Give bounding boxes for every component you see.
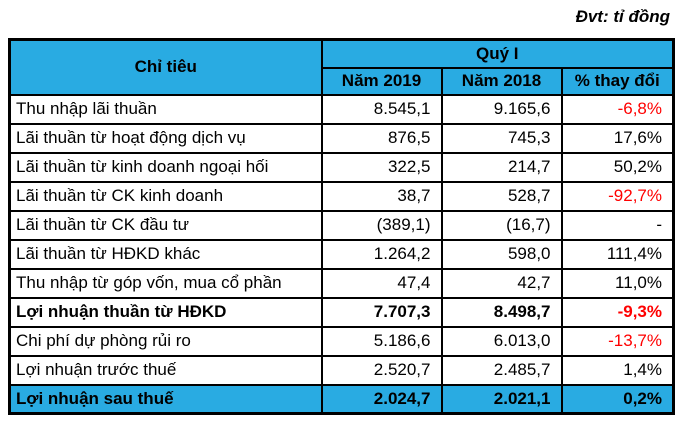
table-row: Lãi thuần từ kinh doanh ngoại hối 322,5 … [8,151,675,183]
column-header-nam-2018: Năm 2018 [440,66,563,96]
value-2018: 528,7 [440,180,563,212]
unit-note: Đvt: tỉ đồng [575,7,670,26]
row-label: Lãi thuần từ kinh doanh ngoại hối [8,151,323,183]
value-change: 0,2% [560,383,675,415]
value-2018: (16,7) [440,209,563,241]
row-label: Chi phí dự phòng rủi ro [8,325,323,357]
value-2018: 598,0 [440,238,563,270]
table-row: Lãi thuần từ hoạt động dịch vụ 876,5 745… [8,122,675,154]
table-row-subtotal: Lợi nhuận thuần từ HĐKD 7.707,3 8.498,7 … [8,296,675,328]
value-2019: (389,1) [320,209,443,241]
row-label: Lãi thuần từ CK kinh doanh [8,180,323,212]
value-2019: 8.545,1 [320,93,443,125]
value-2019: 322,5 [320,151,443,183]
column-header-nam-2019: Năm 2019 [320,66,443,96]
value-change: -6,8% [560,93,675,125]
column-header-thay-doi: % thay đổi [560,66,675,96]
value-2019: 5.186,6 [320,325,443,357]
row-label: Lợi nhuận thuần từ HĐKD [8,296,323,328]
table-row: Lãi thuần từ CK kinh doanh 38,7 528,7 -9… [8,180,675,212]
value-change: -9,3% [560,296,675,328]
financial-table: Chỉ tiêu Quý I Năm 2019 Năm 2018 % thay … [8,38,675,415]
value-change: 17,6% [560,122,675,154]
row-label: Thu nhập lãi thuần [8,93,323,125]
value-change: - [560,209,675,241]
value-change: -92,7% [560,180,675,212]
table-header: Chỉ tiêu Quý I Năm 2019 Năm 2018 % thay … [8,38,675,96]
value-2018: 2.021,1 [440,383,563,415]
value-2019: 2.520,7 [320,354,443,386]
value-2018: 2.485,7 [440,354,563,386]
row-label: Lợi nhuận sau thuế [8,383,323,415]
value-2019: 47,4 [320,267,443,299]
column-group-quy-1: Quý I [320,38,675,69]
table-row: Thu nhập từ góp vốn, mua cổ phần 47,4 42… [8,267,675,299]
value-2018: 6.013,0 [440,325,563,357]
value-2018: 214,7 [440,151,563,183]
value-2019: 1.264,2 [320,238,443,270]
table-row: Thu nhập lãi thuần 8.545,1 9.165,6 -6,8% [8,93,675,125]
table-row: Lãi thuần từ CK đầu tư (389,1) (16,7) - [8,209,675,241]
table-row: Lãi thuần từ HĐKD khác 1.264,2 598,0 111… [8,238,675,270]
value-2019: 7.707,3 [320,296,443,328]
table-row: Chi phí dự phòng rủi ro 5.186,6 6.013,0 … [8,325,675,357]
table-row: Lợi nhuận trước thuế 2.520,7 2.485,7 1,4… [8,354,675,386]
value-2019: 38,7 [320,180,443,212]
value-change: 50,2% [560,151,675,183]
table-row-total: Lợi nhuận sau thuế 2.024,7 2.021,1 0,2% [8,383,675,415]
value-change: 11,0% [560,267,675,299]
row-label: Lãi thuần từ HĐKD khác [8,238,323,270]
column-header-chi-tieu: Chỉ tiêu [8,38,323,96]
value-change: -13,7% [560,325,675,357]
row-label: Lãi thuần từ hoạt động dịch vụ [8,122,323,154]
value-2019: 2.024,7 [320,383,443,415]
value-change: 1,4% [560,354,675,386]
row-label: Lợi nhuận trước thuế [8,354,323,386]
value-2018: 8.498,7 [440,296,563,328]
value-change: 111,4% [560,238,675,270]
value-2018: 42,7 [440,267,563,299]
row-label: Thu nhập từ góp vốn, mua cổ phần [8,267,323,299]
value-2019: 876,5 [320,122,443,154]
row-label: Lãi thuần từ CK đầu tư [8,209,323,241]
value-2018: 745,3 [440,122,563,154]
value-2018: 9.165,6 [440,93,563,125]
